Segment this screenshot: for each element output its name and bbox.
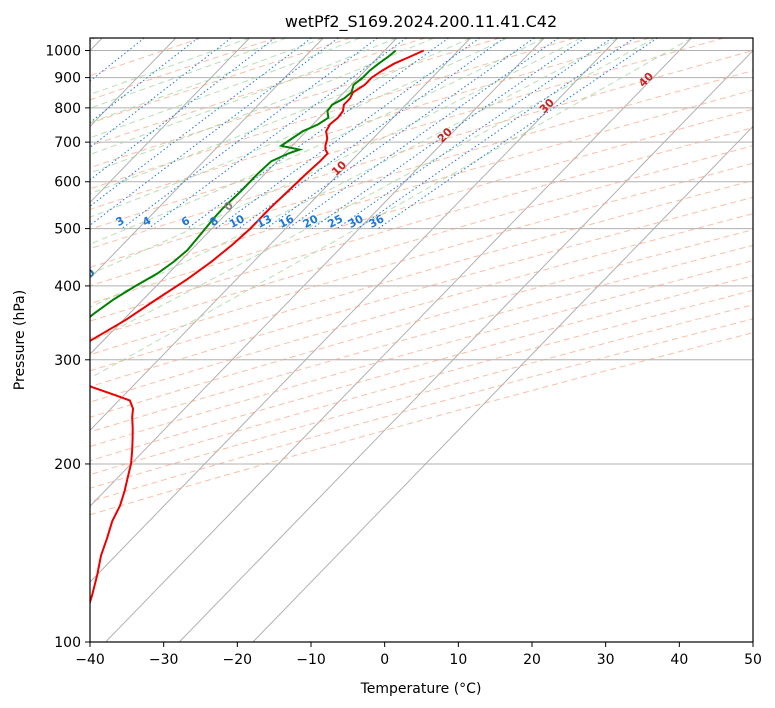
x-axis-title: Temperature (°C) [360,681,482,697]
y-tick-label: 600 [54,175,81,191]
y-tick-label: 700 [54,135,81,151]
mixing-ratio-label: 10 [227,212,247,231]
dry-adiabat-line [90,244,753,433]
dry-adiabat-line [90,38,276,101]
x-tick-label: 0 [380,652,389,668]
y-tick-label: 900 [54,71,81,87]
moist-adiabat-line [90,38,692,379]
mixing-ratio-label: 30 [346,212,366,231]
mixing-ratio-line [311,38,586,230]
isotherm-line [105,38,692,642]
x-tick-label: −10 [296,652,326,668]
y-tick-label: 800 [54,101,81,117]
x-tick-label: 50 [744,652,762,668]
x-tick-label: −30 [149,652,179,668]
mixing-ratio-label: 16 [277,212,297,231]
mixing-ratio-line [90,38,312,207]
moist-adiabat-line [90,38,397,155]
dry-adiabat-line [90,289,753,476]
dry-adiabat-line [90,49,753,250]
x-tick-label: 30 [597,652,615,668]
dry-adiabat-line [90,275,753,462]
isotherm-line [252,125,753,642]
mixing-ratio-label: 36 [367,212,387,231]
y-tick-label: 100 [54,635,81,651]
mixing-ratio-label: 20 [301,212,321,231]
y-tick-label: 500 [54,222,81,238]
plot-frame [89,37,754,643]
axes: −40 −30 −20 −10 0 10 20 30 40 50 100 200 300 400 500 60… [45,44,762,668]
temperature-profile-line [90,49,425,606]
y-tick-label: 200 [54,457,81,473]
moist-adiabat-line [90,38,361,139]
mixing-ratio-line [187,38,449,230]
x-tick-label: 20 [523,652,541,668]
isotherm-line [178,49,753,642]
isotherm-line [90,38,398,355]
mixing-ratio-label: 13 [254,212,274,231]
chart-title: wetPf2_S169.2024.200.11.41.C42 [285,12,557,32]
x-tick-label: 40 [670,652,688,668]
dry-adiabat-line [90,213,753,403]
plot-area [90,38,753,642]
mixing-ratio-line [90,38,276,181]
x-tick-label: 10 [449,652,467,668]
dewpoint-profile-line [90,49,397,319]
dry-adiabat-line [90,318,753,503]
moist-adiabat-line [90,38,582,275]
dry-adiabat-line [90,38,500,169]
mixing-ratio-line [90,38,339,226]
dry-adiabat-line [90,70,753,269]
moist-adiabat-line [90,38,250,95]
isotherm-line [90,38,250,204]
y-tick-label: 300 [54,353,81,369]
mixing-ratio-line [287,38,559,230]
dry-adiabat-line [90,162,753,356]
mixing-ratio-line [215,38,480,230]
dry-adiabat-line [90,38,725,230]
mixing-ratio-label: 25 [325,212,345,231]
y-tick-label: 1000 [45,44,81,60]
isotherm-line [90,38,545,507]
mixing-ratio-line [265,38,535,230]
moist-adiabat-line [90,38,434,174]
y-tick-label: 400 [54,279,81,295]
isotherm-line [90,38,324,280]
moist-adiabat-line [90,38,619,308]
y-axis-title: Pressure (hPa) [12,290,28,390]
isotherm-line [90,38,471,431]
dry-adiabat-line [90,38,650,210]
dry-adiabat-label: -10 [74,266,97,289]
x-tick-label: −20 [223,652,253,668]
mixing-ratio-line [148,38,407,229]
moist-adiabat-line [90,38,471,195]
mixing-ratio-line [238,38,505,230]
mixing-ratio-line [357,38,635,230]
isotherm-line [90,38,619,583]
dry-adiabat-line [90,145,753,339]
x-tick-label: −40 [75,652,105,668]
dry-adiabat-line [90,179,753,372]
